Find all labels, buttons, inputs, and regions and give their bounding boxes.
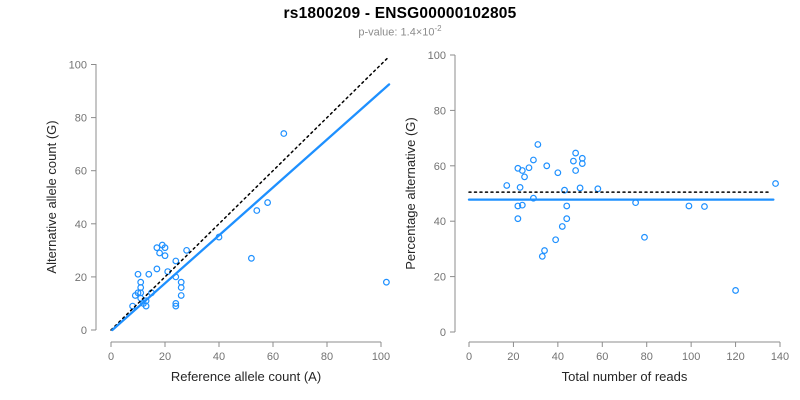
data-point (177, 284, 185, 291)
x-tick-label: 0 (466, 351, 472, 363)
figure-title: rs1800209 - ENSG00000102805 (283, 5, 517, 22)
pvalue-exponent: -2 (434, 24, 442, 33)
data-point (383, 278, 390, 286)
data-point (514, 215, 522, 223)
data-point (538, 252, 546, 260)
y-tick-label: 80 (75, 113, 87, 125)
x-tick-label: 20 (507, 351, 519, 363)
data-point (561, 186, 568, 194)
data-point (161, 244, 169, 252)
y-tick-label: 80 (434, 105, 446, 117)
data-point (514, 202, 522, 210)
x-tick-label: 100 (682, 351, 700, 363)
data-point (161, 252, 169, 260)
y-tick-label: 20 (434, 272, 446, 284)
x-tick-label: 20 (159, 351, 171, 363)
data-point (280, 130, 288, 137)
data-point (177, 292, 185, 299)
data-point (530, 194, 537, 202)
data-point (534, 141, 542, 148)
data-point (525, 164, 533, 172)
pvalue-multiplier: ×10 (415, 26, 435, 39)
data-point (518, 167, 526, 174)
data-point (516, 184, 524, 191)
data-point (570, 157, 577, 165)
data-point (172, 257, 180, 265)
y-axis-label: Percentage alternative (G) (403, 117, 418, 269)
right-scatter-panel: 0 20 40 60 80 100 120 140 0 20 40 60 80 100 Total numb… (403, 50, 789, 384)
x-tick-label: 140 (771, 351, 789, 363)
identity-line (110, 55, 390, 331)
data-point (576, 184, 584, 192)
x-tick-label: 60 (267, 351, 279, 363)
y-tick-label: 60 (75, 166, 87, 178)
data-point (134, 289, 142, 297)
y-tick-label: 100 (69, 60, 87, 72)
data-point (772, 180, 779, 187)
pvalue-label: p-value: (358, 26, 398, 39)
y-tick-label: 100 (428, 50, 446, 62)
y-tick-label: 40 (75, 219, 87, 231)
x-tick-label: 60 (596, 351, 608, 363)
data-point (153, 265, 161, 273)
data-point (572, 149, 580, 157)
data-point (253, 207, 261, 214)
data-point (578, 160, 586, 167)
data-point (134, 270, 142, 278)
figure-subtitle: p-value: 1.4×10-2 (0, 24, 800, 39)
y-tick-label: 0 (440, 327, 446, 339)
data-point (156, 249, 164, 257)
x-tick-label: 0 (108, 351, 114, 363)
data-point (247, 254, 255, 262)
x-tick-label: 40 (213, 351, 225, 363)
x-tick-label: 120 (726, 351, 744, 363)
x-axis-label: Reference allele count (A) (171, 369, 321, 384)
data-point (732, 287, 739, 294)
data-point (543, 162, 551, 170)
y-axis-label: Alternative allele count (G) (44, 120, 59, 273)
x-axis-label: Total number of reads (562, 369, 688, 384)
data-point (521, 173, 528, 181)
data-point (153, 244, 161, 252)
data-point (563, 202, 571, 210)
data-point (572, 167, 580, 174)
pvalue-mantissa: 1.4 (400, 26, 416, 39)
x-tick-label: 80 (641, 351, 653, 363)
y-tick-label: 60 (434, 161, 446, 173)
left-scatter-panel: 0 20 40 60 80 100 0 20 40 60 80 100 Reference allele… (44, 55, 391, 384)
data-point (701, 203, 708, 210)
y-tick-label: 20 (75, 272, 87, 284)
data-point (641, 233, 648, 241)
data-point (142, 302, 150, 310)
x-tick-label: 80 (321, 351, 333, 363)
data-point (503, 182, 511, 189)
data-point (552, 236, 560, 244)
data-point (563, 215, 571, 223)
y-tick-label: 0 (81, 325, 87, 337)
data-point (530, 156, 537, 164)
regression-line (111, 83, 391, 332)
data-point (183, 246, 191, 254)
data-point (558, 223, 566, 230)
y-tick-label: 40 (434, 216, 446, 228)
data-point (685, 202, 693, 210)
x-tick-label: 40 (552, 351, 564, 363)
x-tick-label: 100 (372, 351, 390, 363)
data-point (145, 270, 153, 278)
data-point (541, 247, 548, 254)
data-point (518, 201, 526, 209)
data-point (554, 169, 562, 177)
data-point (594, 185, 602, 193)
data-point (172, 302, 180, 310)
data-point (172, 300, 180, 307)
data-point (264, 199, 272, 206)
